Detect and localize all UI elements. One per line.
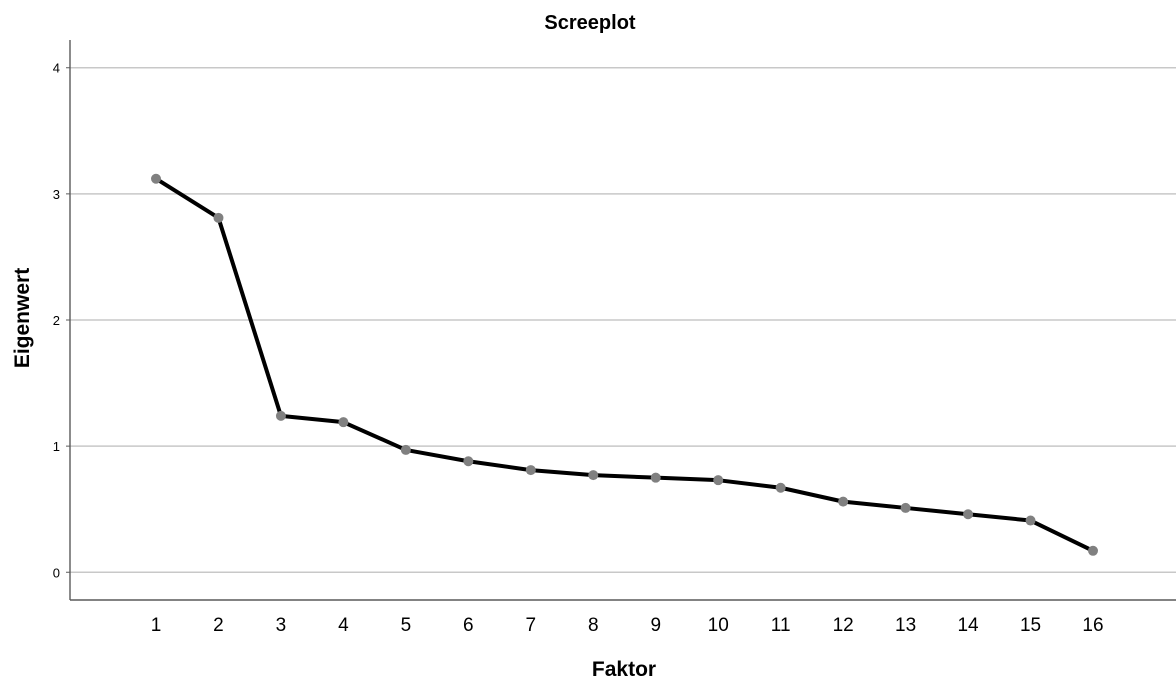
x-axis-label: Faktor: [592, 658, 656, 681]
data-point-2: [213, 212, 224, 223]
y-tick-label: 3: [53, 187, 60, 202]
series-eigenvalues: [151, 173, 1098, 556]
y-tick-label: 1: [53, 439, 60, 454]
x-tick-label: 10: [708, 615, 729, 636]
x-tick-label: 16: [1082, 615, 1103, 636]
x-tick-label: 13: [895, 615, 916, 636]
data-point-12: [838, 496, 849, 507]
data-point-11: [775, 482, 786, 493]
x-tick-label: 11: [771, 615, 791, 636]
x-tick-label: 3: [276, 615, 287, 636]
y-tick-label: 4: [53, 61, 60, 76]
x-tick-label: 15: [1020, 615, 1041, 636]
x-tick-label: 7: [526, 615, 537, 636]
x-tick-label: 4: [338, 615, 349, 636]
chart-title: Screeplot: [544, 12, 635, 34]
x-axis-ticks: 1 2 3 4 5 6 7 8 9 10 11 12 13 14 15 16: [151, 615, 1104, 636]
x-tick-label: 6: [463, 615, 474, 636]
data-point-15: [1025, 515, 1036, 526]
data-point-6: [463, 456, 474, 467]
data-point-16: [1088, 545, 1098, 556]
series-line: [154, 176, 1095, 553]
x-tick-label: 12: [833, 615, 854, 636]
x-tick-label: 2: [213, 615, 224, 636]
data-point-14: [963, 509, 974, 520]
y-tick-label: 0: [53, 565, 60, 580]
y-axis-label: Eigenwert: [11, 268, 34, 368]
y-tick-label: 2: [53, 313, 60, 328]
data-point-10: [713, 475, 724, 486]
data-point-3: [275, 410, 286, 421]
x-tick-label: 5: [401, 615, 412, 636]
data-point-4: [338, 417, 349, 428]
grid-lines: [70, 66, 1176, 574]
data-point-9: [650, 472, 661, 483]
data-point-1: [151, 173, 161, 184]
data-point-7: [525, 465, 536, 476]
y-axis-ticks: 0 1 2 3 4: [53, 61, 70, 580]
data-point-8: [588, 470, 599, 481]
data-point-13: [900, 502, 911, 513]
x-tick-label: 14: [957, 615, 979, 636]
x-tick-label: 1: [151, 615, 162, 636]
x-tick-label: 9: [650, 615, 661, 636]
x-tick-label: 8: [588, 615, 599, 636]
data-point-5: [400, 444, 411, 455]
